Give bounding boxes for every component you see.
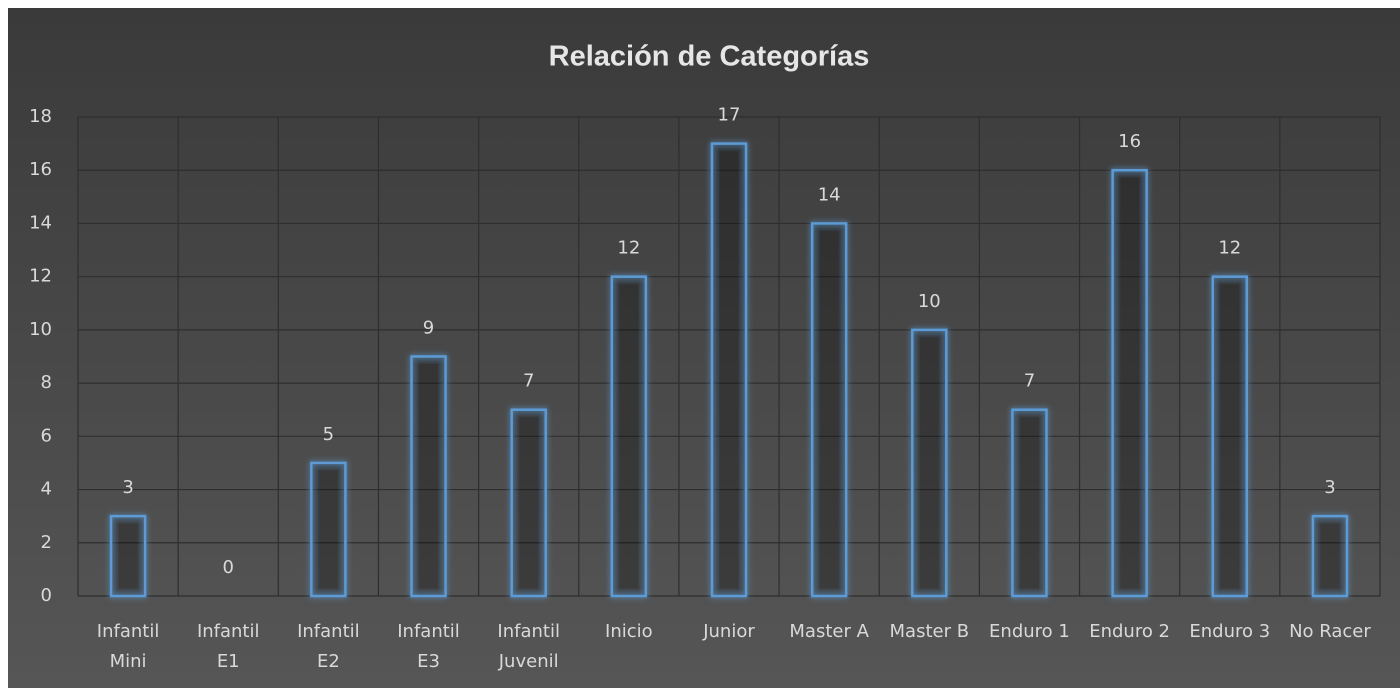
y-tick-label: 16 [29,159,52,180]
data-label: 17 [718,105,741,126]
y-tick-label: 4 [41,479,52,500]
y-tick-label: 0 [41,585,52,606]
data-label: 3 [1324,477,1335,498]
data-label: 9 [423,318,434,339]
y-tick-label: 14 [29,212,52,233]
x-tick-label: Enduro 3 [1189,621,1270,642]
y-tick-label: 18 [29,106,52,127]
bar [810,222,848,598]
x-tick-label: Mini [110,651,147,672]
bar [410,355,447,598]
x-tick-label: E2 [317,651,340,672]
bar [1111,168,1148,598]
data-label: 16 [1118,131,1141,152]
bar [710,142,748,598]
data-label: 3 [122,477,133,498]
y-tick-label: 12 [29,266,52,287]
x-tick-label: Enduro 2 [1089,621,1170,642]
x-tick-label: E1 [217,651,240,672]
bar [911,328,948,598]
data-label: 5 [323,424,334,445]
x-tick-label: Master A [789,621,869,642]
y-tick-label: 8 [41,372,52,393]
bar [109,514,147,598]
data-label: 7 [523,371,534,392]
bar [1311,514,1349,598]
bar [1211,275,1249,598]
y-tick-label: 6 [41,425,52,446]
x-tick-label: Master B [890,621,970,642]
x-tick-label: Junior [702,621,755,642]
bar [1011,408,1048,598]
x-tick-label: Juvenil [498,651,559,672]
data-label: 12 [617,238,640,259]
bar [610,275,648,598]
x-tick-label: Infantil [397,621,460,642]
x-tick-label: Inicio [605,621,653,642]
x-tick-label: Infantil [97,621,160,642]
data-label: 14 [818,184,841,205]
data-label: 12 [1218,238,1241,259]
y-tick-label: 10 [29,319,52,340]
data-label: 0 [223,557,234,578]
bar [510,408,547,598]
x-tick-label: E3 [417,651,440,672]
x-tick-label: Infantil [497,621,560,642]
data-label: 10 [918,291,941,312]
bar [310,461,347,598]
chart-title: Relación de Categorías [549,41,870,73]
x-tick-label: No Racer [1289,621,1371,642]
chart-background [8,8,1400,688]
x-tick-label: Infantil [197,621,260,642]
x-tick-label: Enduro 1 [989,621,1070,642]
x-tick-label: Infantil [297,621,360,642]
y-tick-label: 2 [41,532,52,553]
data-label: 7 [1024,371,1035,392]
